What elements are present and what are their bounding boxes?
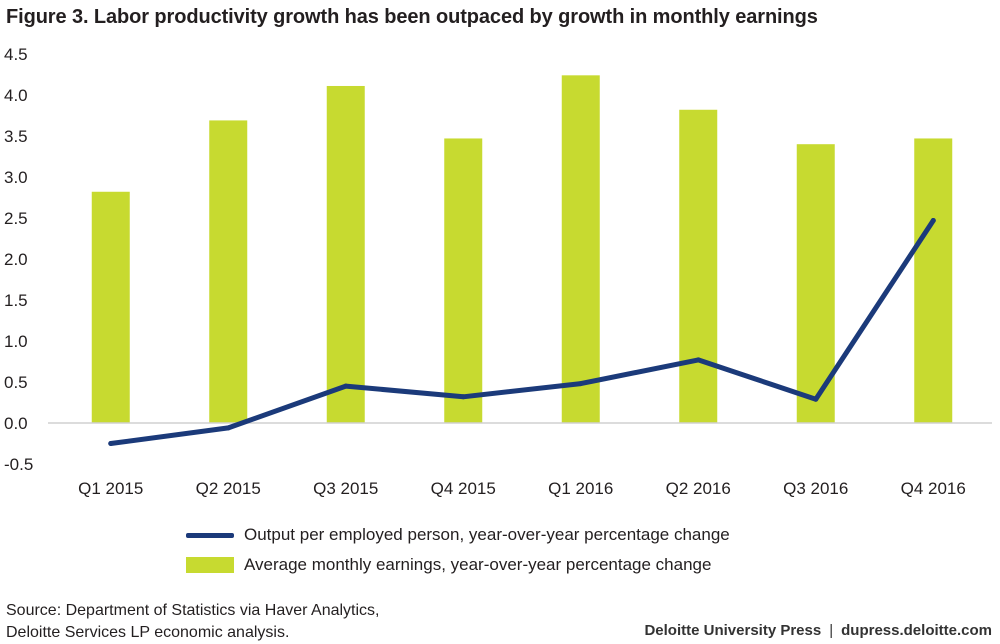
legend-swatch-line <box>186 532 234 538</box>
line-point-q4-2016 <box>930 217 936 223</box>
x-tick-label: Q4 2015 <box>431 479 496 498</box>
line-point-q3-2016 <box>813 396 819 402</box>
line-series <box>108 218 936 446</box>
x-tick-label: Q2 2016 <box>666 479 731 498</box>
footer-url[interactable]: dupress.deloitte.com <box>841 622 992 639</box>
bar-q2-2016 <box>679 109 718 423</box>
bar-q1-2015 <box>91 191 130 423</box>
chart-title: Figure 3. Labor productivity growth has … <box>6 6 818 28</box>
legend-label-output: Output per employed person, year-over-ye… <box>244 525 730 544</box>
line-point-q1-2016 <box>578 381 584 387</box>
footer-separator: | <box>829 622 834 639</box>
legend-item-earnings: Average monthly earnings, year-over-year… <box>186 550 730 580</box>
y-axis-ticks: 4.5 4.0 3.5 3.0 2.5 2.0 1.5 1.0 0.5 0.0 -0.5 <box>4 45 33 474</box>
x-tick-label: Q2 2015 <box>196 479 261 498</box>
chart: 4.5 4.0 3.5 3.0 2.5 2.0 1.5 1.0 0.5 0.0 -0.5 Q1 20… <box>4 45 992 498</box>
y-tick-label: 0.0 <box>4 414 28 433</box>
bar-q3-2015 <box>326 85 365 423</box>
bar-q4-2015 <box>444 138 483 423</box>
y-tick-label: 4.5 <box>4 45 28 64</box>
x-axis-ticks: Q1 2015 Q2 2015 Q3 2015 Q4 2015 Q1 2016 Q2 20… <box>78 479 966 498</box>
y-tick-label: 4.0 <box>4 86 28 105</box>
source-line-1: Source: Department of Statistics via Hav… <box>6 602 380 619</box>
line-point-q4-2015 <box>460 394 466 400</box>
x-tick-label: Q1 2015 <box>78 479 143 498</box>
line-point-q2-2016 <box>695 357 701 363</box>
y-tick-label: 2.5 <box>4 209 28 228</box>
legend: Output per employed person, year-over-ye… <box>186 520 730 580</box>
x-tick-label: Q3 2016 <box>783 479 848 498</box>
bar-series <box>91 75 953 424</box>
line-point-q3-2015 <box>343 383 349 389</box>
x-tick-label: Q1 2016 <box>548 479 613 498</box>
x-tick-label: Q3 2015 <box>313 479 378 498</box>
legend-swatch-bar <box>186 557 234 573</box>
bar-q4-2016 <box>914 138 953 423</box>
y-tick-label: 1.5 <box>4 291 28 310</box>
x-tick-label: Q4 2016 <box>901 479 966 498</box>
legend-item-output: Output per employed person, year-over-ye… <box>186 520 730 550</box>
y-tick-label: 2.0 <box>4 250 28 269</box>
y-tick-label: 3.0 <box>4 168 28 187</box>
source-line-2: Deloitte Services LP economic analysis. <box>6 624 290 641</box>
legend-label-earnings: Average monthly earnings, year-over-year… <box>244 555 712 574</box>
bar-q1-2016 <box>561 75 600 423</box>
footer: Deloitte University Press | dupress.deloit… <box>644 622 992 639</box>
source-note: Source: Department of Statistics via Hav… <box>6 600 379 644</box>
y-tick-label: 1.0 <box>4 332 28 351</box>
y-tick-label: -0.5 <box>4 455 33 474</box>
bar-q2-2015 <box>209 120 248 424</box>
line-point-q2-2015 <box>225 425 231 431</box>
y-tick-label: 3.5 <box>4 127 28 146</box>
y-tick-label: 0.5 <box>4 373 28 392</box>
footer-publisher: Deloitte University Press <box>644 622 822 639</box>
line-point-q1-2015 <box>108 441 114 446</box>
